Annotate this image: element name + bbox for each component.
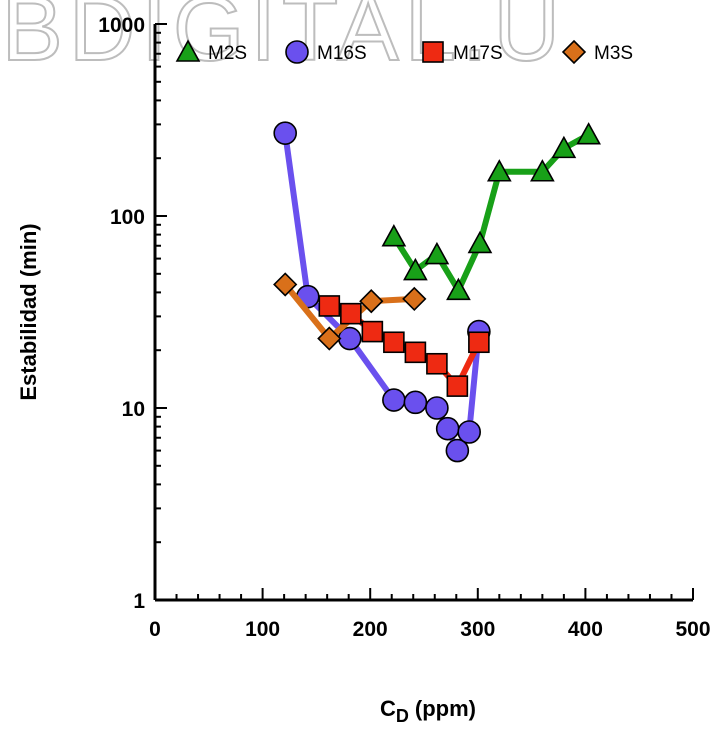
x-tick-label: 200: [353, 618, 388, 641]
x-axis-title: CD (ppm): [380, 696, 476, 726]
x-tick-label: 300: [460, 618, 495, 641]
data-point: [402, 286, 427, 312]
data-point: [435, 416, 460, 441]
data-point: [273, 272, 298, 297]
plot-frame: [153, 24, 693, 602]
data-point: [446, 277, 471, 301]
data-point: [317, 326, 342, 351]
data-point: [318, 295, 341, 317]
data-point: [404, 341, 427, 364]
y-tick-label: 1000: [98, 14, 145, 37]
data-point: [446, 375, 469, 397]
data-point: [530, 159, 555, 182]
data-point: [551, 135, 577, 159]
series-m2s: [381, 122, 601, 301]
y-tick-label: 100: [110, 206, 145, 229]
data-point: [403, 390, 428, 415]
legend-label: M17S: [453, 43, 503, 64]
legend-item-m3s: M3S: [561, 39, 633, 65]
legend-item-m17s: M17S: [422, 41, 503, 64]
series-m17s: [318, 295, 490, 397]
watermark: .BDIGITAL.U: [0, 0, 566, 80]
legend: M2S M16S M17S M3S: [175, 39, 633, 65]
legend-label: M3S: [594, 43, 633, 64]
data-point: [383, 331, 405, 354]
legend-item-m2s: M2S: [175, 39, 247, 64]
data-point: [467, 230, 493, 254]
series-layer: [273, 121, 601, 463]
x-axis-title-main: C: [380, 696, 396, 721]
y-tick-label: 1: [133, 590, 145, 613]
data-point: [468, 331, 490, 354]
data-point: [340, 302, 362, 325]
data-point: [361, 320, 384, 343]
data-point: [381, 224, 407, 247]
data-point: [425, 396, 449, 420]
data-point: [382, 388, 406, 412]
legend-marker: [285, 40, 309, 64]
data-point: [576, 122, 601, 145]
x-tick-label: 400: [568, 618, 603, 641]
legend-label: M16S: [317, 43, 367, 64]
data-point: [359, 289, 384, 314]
data-point: [403, 257, 428, 281]
x-tick-label: 0: [149, 618, 161, 641]
x-axis-title-sub: D: [396, 706, 409, 726]
legend-label: M2S: [208, 43, 247, 64]
legend-marker: [561, 39, 587, 65]
legend-marker: [175, 39, 201, 62]
x-tick-label: 100: [245, 618, 280, 641]
data-point: [486, 159, 512, 182]
axis-ticks: 0 100 200 300 400 500 1 10 100 1000: [98, 14, 710, 641]
data-point: [445, 438, 470, 463]
legend-item-m16s: M16S: [285, 40, 367, 64]
x-axis-title-unit: (ppm): [415, 696, 476, 721]
legend-marker: [422, 41, 444, 63]
data-point: [426, 352, 448, 375]
data-point: [457, 420, 481, 444]
y-axis-title: Estabilidad (min): [16, 223, 41, 400]
y-tick-label: 10: [122, 398, 145, 421]
data-point: [424, 241, 450, 265]
x-tick-label: 500: [675, 618, 710, 641]
data-point: [273, 121, 297, 145]
